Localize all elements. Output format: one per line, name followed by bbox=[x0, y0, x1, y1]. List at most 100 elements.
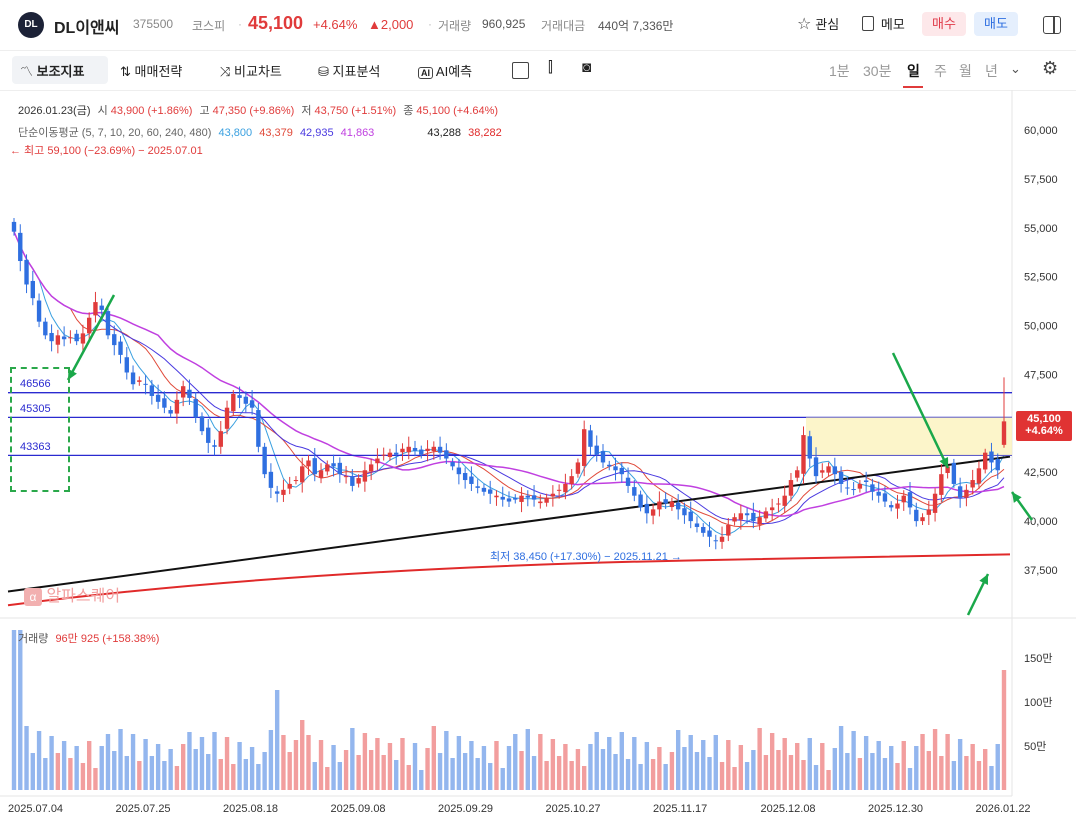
candle-body bbox=[945, 466, 950, 474]
candle-icon[interactable]: ⫿ bbox=[548, 59, 553, 76]
candle-body bbox=[556, 489, 562, 491]
indicator-tool[interactable]: 〽 보조지표 bbox=[20, 61, 84, 80]
volume-bar bbox=[920, 734, 925, 790]
volume-bar bbox=[870, 753, 875, 790]
analysis-tool[interactable]: ⛁ 지표분석 bbox=[318, 61, 380, 80]
volume-bar bbox=[212, 732, 217, 790]
volume-bar bbox=[350, 728, 355, 790]
strategy-tool[interactable]: ⇅ 매매전략 bbox=[120, 61, 182, 80]
volume-bar bbox=[650, 759, 656, 790]
candle-body bbox=[293, 480, 299, 482]
candle-body bbox=[168, 410, 173, 414]
candle-body bbox=[744, 513, 750, 516]
price-chart[interactable]: 60,00057,50055,00052,50050,00047,50045,0… bbox=[0, 90, 1076, 828]
volume-bar bbox=[406, 765, 411, 790]
period-day[interactable]: 일 bbox=[907, 63, 920, 79]
indicator-label: 보조지표 bbox=[36, 64, 85, 79]
period-1min[interactable]: 1분 bbox=[829, 63, 850, 79]
volume-bar bbox=[513, 734, 518, 790]
volume-bar bbox=[481, 746, 487, 790]
volume-bar bbox=[243, 759, 249, 790]
volume-bar bbox=[726, 740, 731, 790]
volume-bar bbox=[256, 764, 261, 790]
candle-body bbox=[926, 509, 932, 515]
volume-bar bbox=[970, 744, 975, 790]
candle-body bbox=[951, 462, 957, 484]
compare-tool[interactable]: ⤨ 비교차트 bbox=[220, 61, 282, 80]
volume-bar bbox=[36, 731, 42, 790]
volume-bar bbox=[813, 765, 819, 790]
volume-bar bbox=[795, 743, 800, 790]
period-year[interactable]: 년 bbox=[985, 63, 998, 79]
volume-label: 거래량 bbox=[438, 19, 472, 33]
candle-body bbox=[137, 380, 142, 382]
volume-bar bbox=[926, 751, 932, 790]
candle-body bbox=[68, 337, 73, 339]
candle-body bbox=[350, 476, 355, 486]
candle-body bbox=[989, 451, 994, 463]
volume-bar bbox=[168, 749, 173, 790]
volume-bar bbox=[995, 744, 1000, 790]
candle-body bbox=[400, 448, 405, 453]
candle-body bbox=[776, 503, 781, 505]
panel-toggle-icon[interactable] bbox=[1043, 16, 1061, 34]
close-label: 종 bbox=[403, 105, 414, 117]
candle-body bbox=[957, 486, 963, 498]
amount-label: 거래대금 bbox=[541, 19, 586, 33]
price-tag: 45,100 +4.64% bbox=[1016, 411, 1072, 441]
candle-body bbox=[74, 333, 79, 342]
candle-body bbox=[581, 429, 587, 466]
ai-tool[interactable]: AI AI예측 bbox=[418, 61, 472, 80]
period-month[interactable]: 월 bbox=[959, 63, 972, 79]
memo-button[interactable]: 메모 bbox=[862, 14, 905, 33]
x-tick-label: 2025.07.25 bbox=[116, 803, 171, 815]
ma-value-7: 43,379 bbox=[259, 127, 293, 139]
volume-bar bbox=[68, 758, 73, 790]
chevron-down-icon[interactable]: ⌄ bbox=[1010, 61, 1021, 76]
candle-body bbox=[262, 446, 267, 475]
candle-body bbox=[669, 501, 675, 508]
volume-bar bbox=[782, 738, 787, 790]
watch-button[interactable]: ☆ 관심 bbox=[797, 14, 839, 34]
volume-tick-label: 100만 bbox=[1024, 696, 1052, 709]
volume-bar bbox=[914, 746, 919, 790]
arrow-head-icon bbox=[68, 369, 77, 380]
volume-bar bbox=[826, 770, 831, 790]
volume-bar bbox=[143, 739, 148, 790]
period-30min[interactable]: 30분 bbox=[863, 63, 892, 79]
ma-value-5: 43,800 bbox=[218, 127, 253, 139]
candle-body bbox=[544, 497, 549, 503]
volume-bar bbox=[619, 732, 624, 790]
candle-body bbox=[769, 507, 775, 511]
market-name: 코스피 bbox=[192, 19, 226, 33]
high-note: ← 최고 59,100 (−23.69%) − 2025.07.01 bbox=[10, 145, 203, 157]
stock-header: DL DL이앤씨 375500 코스피 · 45,100 +4.64% ▲2,0… bbox=[0, 0, 1076, 51]
volume-bar bbox=[989, 766, 994, 790]
camera-icon[interactable]: ◙ bbox=[582, 59, 592, 76]
x-tick-label: 2025.09.29 bbox=[438, 803, 493, 815]
ai-icon: AI bbox=[418, 67, 433, 79]
candle-body bbox=[638, 494, 643, 508]
candle-body bbox=[193, 399, 198, 418]
volume-bar bbox=[719, 762, 725, 790]
buy-button[interactable]: 매수 bbox=[922, 12, 966, 36]
volume-bar bbox=[951, 761, 957, 790]
volume-bar bbox=[74, 746, 79, 790]
gear-icon[interactable]: ⚙ bbox=[1042, 58, 1059, 78]
candle-body bbox=[99, 305, 104, 310]
amount-value: 440억 7,336만 bbox=[598, 19, 674, 33]
square-icon[interactable] bbox=[512, 62, 529, 79]
volume-bar bbox=[394, 760, 399, 790]
candle-body bbox=[419, 449, 424, 455]
period-week[interactable]: 주 bbox=[934, 63, 947, 79]
indicator-button[interactable] bbox=[12, 56, 108, 84]
volume-bar bbox=[694, 752, 700, 790]
close-value: 45,100 (+4.64%) bbox=[416, 105, 499, 117]
sell-button[interactable]: 매도 bbox=[974, 12, 1018, 36]
candle-body bbox=[343, 476, 349, 478]
candle-body bbox=[519, 495, 524, 502]
candle-body bbox=[500, 496, 505, 500]
candle-body bbox=[437, 446, 443, 453]
level-label-3: 43363 bbox=[20, 441, 51, 453]
watermark-text: 알파스퀘어 bbox=[46, 588, 121, 605]
